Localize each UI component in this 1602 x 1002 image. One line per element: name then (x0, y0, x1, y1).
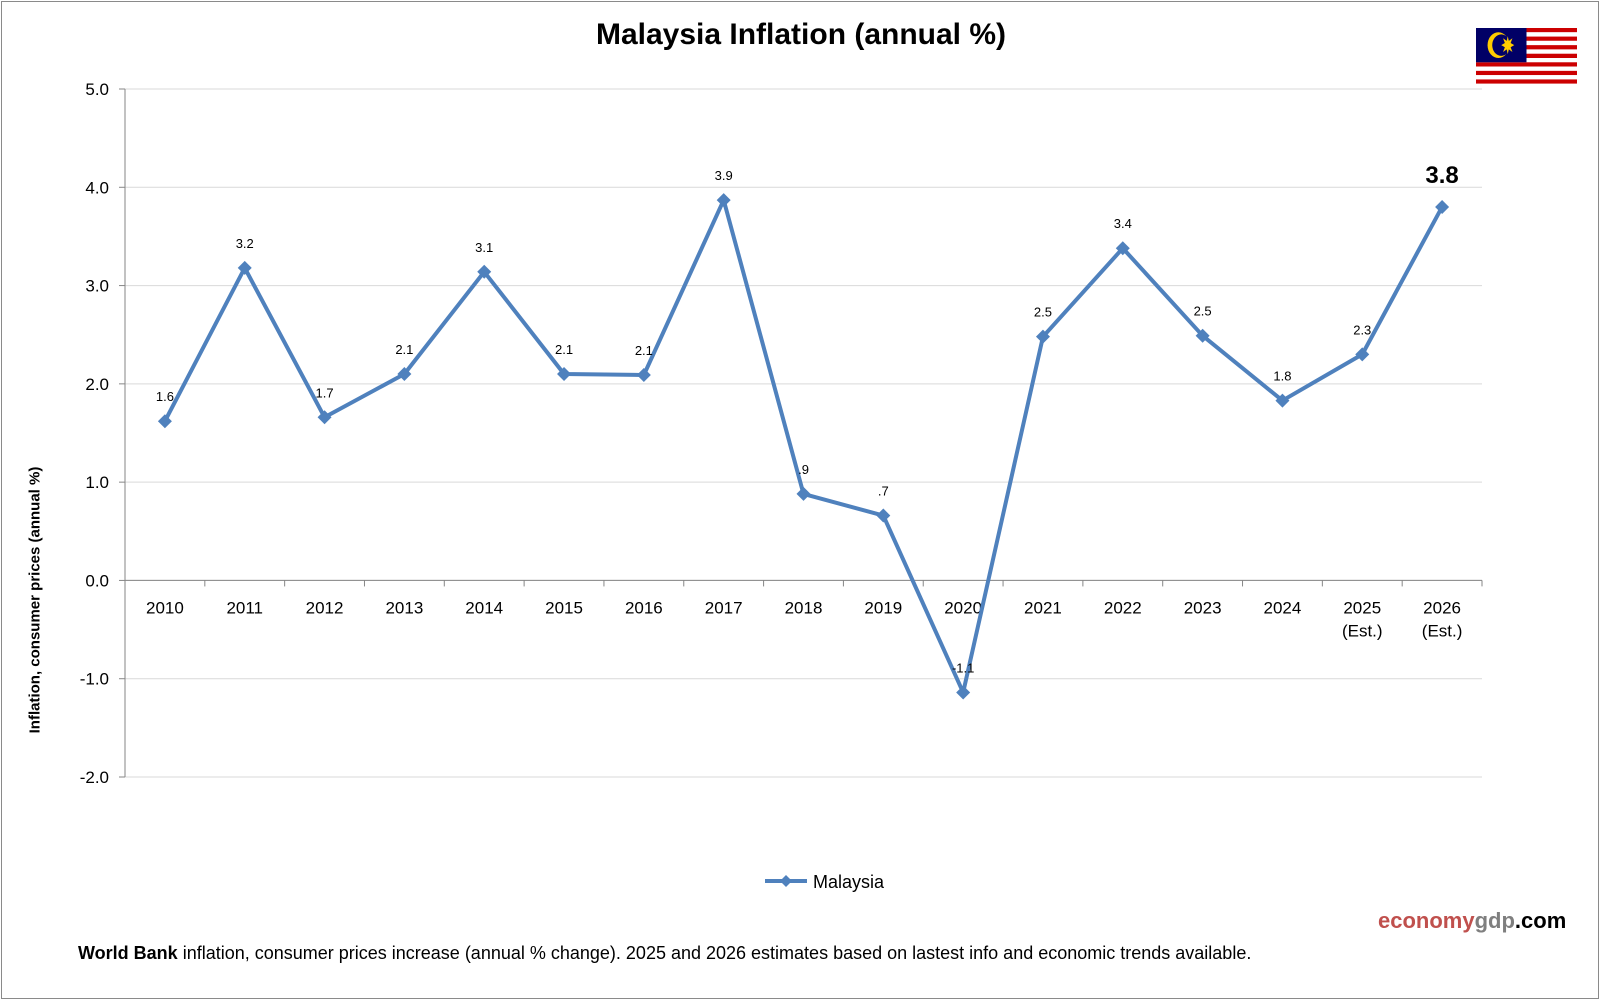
y-tick-label: 1.0 (85, 473, 109, 492)
x-tick-label: 2024 (1264, 598, 1302, 617)
x-tick-label: 2010 (146, 598, 184, 617)
data-label: 3.8 (1425, 162, 1458, 189)
x-tick-label: 2021 (1024, 598, 1062, 617)
brand-watermark: economygdp.com (1378, 908, 1567, 933)
data-label: -1.1 (952, 660, 974, 675)
data-point (237, 260, 252, 275)
data-point (716, 193, 731, 208)
x-tick-label: 2016 (625, 598, 663, 617)
data-point (796, 486, 811, 501)
legend-marker (780, 875, 792, 887)
data-label: 1.6 (156, 389, 174, 404)
x-tick-label: 2012 (306, 598, 344, 617)
data-point (636, 368, 651, 383)
x-tick-label: 2022 (1104, 598, 1142, 617)
y-tick-label: -2.0 (80, 768, 109, 787)
data-label: 2.5 (1034, 305, 1052, 320)
data-label: .9 (798, 462, 809, 477)
data-label: 3.2 (236, 236, 254, 251)
data-label: 2.1 (635, 343, 653, 358)
x-tick-label: 2018 (785, 598, 823, 617)
data-point (1275, 393, 1290, 408)
y-tick-label: 2.0 (85, 375, 109, 394)
data-point (157, 414, 172, 429)
x-tick-label: 2019 (864, 598, 902, 617)
x-tick-label: 2026 (Est.) (1422, 598, 1463, 640)
data-point (1035, 329, 1050, 344)
data-point (317, 410, 332, 425)
x-tick-label: 2020 (944, 598, 982, 617)
data-point (557, 367, 572, 382)
data-label: 1.8 (1273, 369, 1291, 384)
malaysia-flag-icon (1476, 28, 1577, 88)
footnote: World Bank inflation, consumer prices in… (78, 943, 1252, 963)
data-point (1195, 328, 1210, 343)
data-label: 1.7 (316, 385, 334, 400)
data-label: 3.9 (715, 168, 733, 183)
data-label: 2.1 (555, 342, 573, 357)
data-point (1355, 347, 1370, 362)
y-tick-label: 5.0 (85, 80, 109, 99)
data-label: .7 (878, 484, 889, 499)
x-tick-label: 2011 (226, 598, 263, 617)
data-label: 3.1 (475, 240, 493, 255)
x-tick-label: 2025 (Est.) (1342, 598, 1383, 640)
data-label: 2.5 (1194, 304, 1212, 319)
y-tick-label: 3.0 (85, 277, 109, 296)
data-label: 2.3 (1353, 322, 1371, 337)
chart-title: Malaysia Inflation (annual %) (595, 18, 1007, 51)
data-label: 3.4 (1114, 216, 1132, 231)
x-tick-label: 2015 (545, 598, 583, 617)
x-tick-label: 2014 (465, 598, 503, 617)
x-tick-label: 2013 (385, 598, 423, 617)
y-tick-label: 0.0 (85, 571, 109, 590)
series-line-malaysia (163, 198, 1444, 695)
x-tick-label: 2017 (705, 598, 743, 617)
data-label: 2.1 (395, 342, 413, 357)
data-point (1435, 199, 1450, 214)
y-tick-label: 4.0 (85, 178, 109, 197)
data-point (1115, 241, 1130, 256)
x-tick-label: 2023 (1184, 598, 1222, 617)
data-point (477, 264, 492, 279)
data-point (876, 508, 891, 523)
legend-label: Malaysia (813, 872, 885, 892)
data-point (397, 367, 412, 382)
y-tick-label: -1.0 (80, 670, 109, 689)
data-point (956, 685, 971, 700)
